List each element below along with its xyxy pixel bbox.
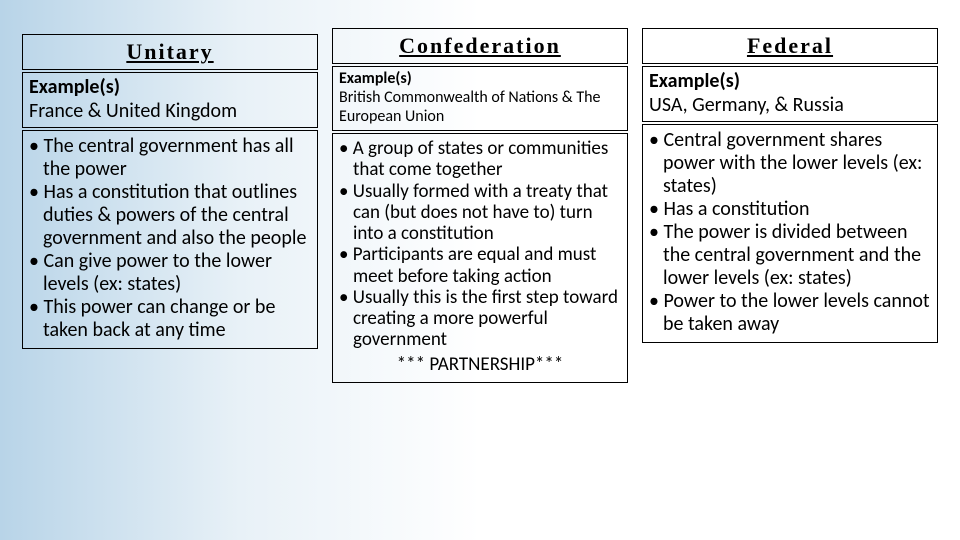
list-item: Usually formed with a treaty that can (b… (339, 181, 621, 245)
column-confederation: Confederation Example(s) British Commonw… (332, 28, 628, 383)
example-box-unitary: Example(s) France & United Kingdom (22, 72, 318, 128)
column-unitary: Unitary Example(s) France & United Kingd… (22, 28, 318, 383)
example-box-federal: Example(s) USA, Germany, & Russia (642, 66, 938, 122)
content-box-unitary: The central government has all the power… (22, 130, 318, 349)
example-label: Example(s) (339, 69, 621, 88)
list-item: Has a constitution that outlines duties … (29, 181, 311, 250)
content-box-federal: Central government shares power with the… (642, 124, 938, 343)
list-item: The central government has all the power (29, 135, 311, 181)
example-label: Example(s) (29, 75, 311, 99)
list-item: The power is divided between the central… (649, 221, 931, 290)
list-item: A group of states or communities that co… (339, 138, 621, 181)
title-federal: Federal (642, 28, 938, 64)
list-item: Central government shares power with the… (649, 129, 931, 198)
example-label: Example(s) (649, 69, 931, 93)
bullet-list: A group of states or communities that co… (339, 138, 621, 351)
list-item: Usually this is the first step toward cr… (339, 287, 621, 351)
comparison-row: Unitary Example(s) France & United Kingd… (22, 28, 938, 383)
example-text: France & United Kingdom (29, 99, 311, 123)
column-federal: Federal Example(s) USA, Germany, & Russi… (642, 28, 938, 383)
example-text: British Commonwealth of Nations & The Eu… (339, 88, 621, 126)
example-box-confederation: Example(s) British Commonwealth of Natio… (332, 66, 628, 131)
list-item: This power can change or be taken back a… (29, 296, 311, 342)
title-unitary: Unitary (22, 34, 318, 70)
footnote: *** PARTNERSHIP*** (339, 353, 621, 376)
list-item: Has a constitution (649, 198, 931, 221)
list-item: Participants are equal and must meet bef… (339, 244, 621, 287)
list-item: Can give power to the lower levels (ex: … (29, 250, 311, 296)
example-text: USA, Germany, & Russia (649, 93, 931, 117)
bullet-list: The central government has all the power… (29, 135, 311, 342)
bullet-list: Central government shares power with the… (649, 129, 931, 336)
content-box-confederation: A group of states or communities that co… (332, 133, 628, 383)
list-item: Power to the lower levels cannot be take… (649, 290, 931, 336)
title-confederation: Confederation (332, 28, 628, 64)
